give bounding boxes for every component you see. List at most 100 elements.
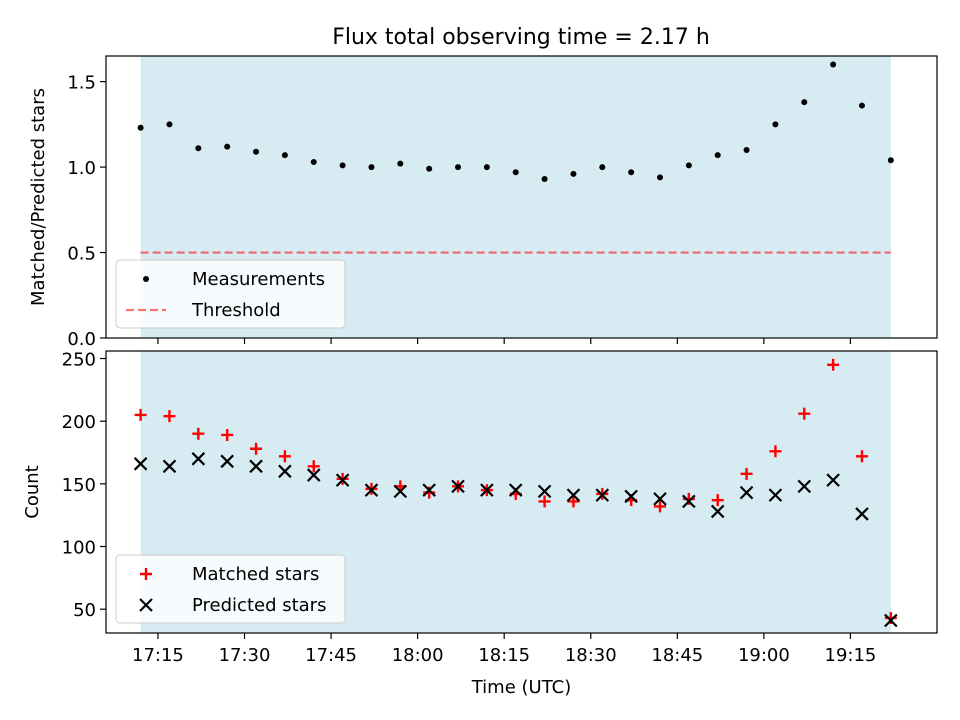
data-point bbox=[801, 99, 808, 106]
y-axis-label: Matched/Predicted stars bbox=[28, 88, 49, 306]
data-point bbox=[455, 164, 462, 171]
data-point bbox=[339, 162, 346, 169]
legend-marker bbox=[143, 276, 149, 282]
data-point bbox=[570, 170, 577, 177]
data-point bbox=[224, 143, 231, 150]
data-point bbox=[166, 121, 173, 128]
data-point bbox=[772, 121, 779, 128]
data-point bbox=[249, 459, 263, 474]
series-predicted-stars bbox=[133, 452, 898, 628]
data-point bbox=[884, 613, 898, 628]
x-tick-label: 17:45 bbox=[305, 645, 357, 666]
data-point bbox=[191, 452, 206, 466]
data-point bbox=[426, 165, 433, 172]
data-point bbox=[538, 495, 551, 508]
data-point bbox=[682, 494, 696, 509]
y-tick-label: 1.5 bbox=[67, 73, 96, 94]
data-point bbox=[221, 428, 234, 441]
data-point bbox=[628, 169, 635, 176]
data-point bbox=[137, 124, 144, 131]
x-tick-label: 18:15 bbox=[478, 645, 530, 666]
y-tick-label: 150 bbox=[62, 475, 96, 496]
data-point bbox=[711, 494, 724, 507]
x-tick-label: 17:30 bbox=[219, 645, 271, 666]
data-point bbox=[163, 410, 176, 423]
data-point bbox=[855, 450, 868, 463]
data-point bbox=[397, 160, 404, 167]
x-tick-label: 19:00 bbox=[738, 645, 790, 666]
series-matched-stars bbox=[134, 358, 897, 624]
data-point bbox=[364, 483, 379, 497]
data-point bbox=[826, 473, 840, 487]
data-point bbox=[624, 489, 638, 504]
data-point bbox=[855, 507, 869, 521]
data-point bbox=[278, 450, 291, 463]
data-point bbox=[537, 484, 552, 499]
x-tick-label: 18:30 bbox=[565, 645, 617, 666]
legend-label: Matched stars bbox=[192, 564, 319, 585]
legend-label: Measurements bbox=[192, 269, 325, 290]
data-point bbox=[567, 495, 580, 508]
x-tick-label: 19:15 bbox=[825, 645, 877, 666]
legend-label: Threshold bbox=[191, 300, 281, 321]
data-point bbox=[335, 473, 350, 487]
x-tick-label: 18:45 bbox=[651, 645, 703, 666]
data-point bbox=[250, 442, 263, 455]
data-point bbox=[827, 358, 840, 371]
data-point bbox=[595, 488, 610, 502]
data-point bbox=[657, 174, 663, 181]
data-point bbox=[281, 152, 288, 159]
y-tick-label: 50 bbox=[73, 600, 96, 621]
data-point bbox=[393, 484, 408, 499]
data-point bbox=[133, 457, 148, 471]
data-point bbox=[566, 488, 581, 502]
data-point bbox=[483, 164, 490, 171]
legend-box bbox=[115, 259, 346, 329]
data-point bbox=[739, 485, 754, 500]
data-point bbox=[768, 488, 783, 502]
data-point bbox=[740, 467, 753, 480]
legend-marker bbox=[140, 568, 152, 580]
data-point bbox=[653, 492, 667, 506]
y-tick-label: 0.5 bbox=[67, 244, 96, 265]
data-point bbox=[887, 157, 894, 164]
legend: Matched stars Predicted stars bbox=[115, 554, 346, 624]
data-point bbox=[310, 158, 317, 165]
data-point bbox=[422, 483, 436, 497]
data-point bbox=[798, 407, 811, 420]
x-tick-label: 18:00 bbox=[392, 645, 444, 666]
data-point bbox=[797, 479, 812, 494]
data-point bbox=[830, 61, 837, 68]
data-point bbox=[278, 464, 292, 479]
chart-title: Flux total observing time = 2.17 h bbox=[332, 25, 710, 50]
legend-box bbox=[115, 554, 346, 624]
data-point bbox=[654, 500, 666, 513]
data-point bbox=[685, 162, 692, 169]
data-point bbox=[512, 169, 519, 176]
panel-1: 0.0 0.5 1.0 1.5 Matched/Predicted stars Measu… bbox=[28, 55, 938, 350]
x-tick-label: 17:15 bbox=[132, 645, 184, 666]
axes-frame bbox=[105, 350, 938, 634]
data-point bbox=[541, 176, 548, 183]
y-axis-label: Count bbox=[22, 465, 43, 518]
data-point bbox=[307, 460, 320, 473]
data-point bbox=[743, 147, 750, 153]
data-point bbox=[710, 504, 725, 519]
legend: Measurements Threshold bbox=[115, 259, 346, 329]
y-tick-label: 250 bbox=[62, 350, 96, 371]
legend-marker bbox=[139, 598, 153, 612]
y-tick-label: 200 bbox=[62, 412, 96, 433]
y-tick-label: 1.0 bbox=[67, 158, 96, 179]
data-point bbox=[162, 459, 177, 474]
data-point bbox=[508, 483, 523, 497]
data-point bbox=[451, 479, 465, 494]
data-point bbox=[858, 102, 865, 109]
y-tick-label: 0.0 bbox=[67, 329, 96, 350]
data-point bbox=[769, 445, 782, 458]
axes-frame bbox=[105, 55, 938, 339]
data-point bbox=[480, 483, 494, 497]
data-point bbox=[253, 148, 260, 155]
data-point bbox=[306, 468, 321, 482]
legend-label: Predicted stars bbox=[192, 595, 326, 616]
